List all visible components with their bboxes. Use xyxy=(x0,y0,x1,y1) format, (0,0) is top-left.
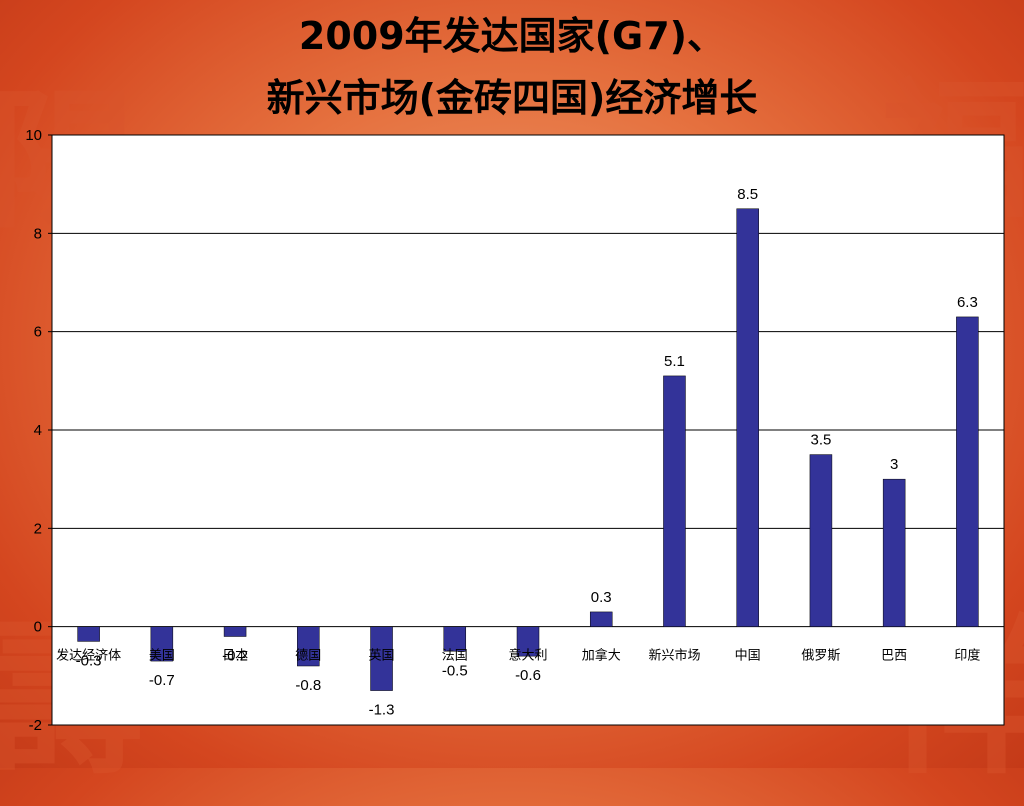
chart-title-line1: 2009年发达国家(G7)、 xyxy=(298,14,726,58)
bar-chart: -2 0 2 4 6 8 10 发达经济体 美国 日本 德国 英国 法国 意大利 加拿大 新兴市场 中国 俄罗斯… xyxy=(25,127,1005,734)
category-label: 新兴市场 xyxy=(648,648,700,664)
category-label: 法国 xyxy=(442,649,468,664)
category-label: 英国 xyxy=(369,649,395,664)
bar xyxy=(663,375,686,627)
data-labels: -0.3 -0.7 -0.2 -0.8 -1.3 -0.5 -0.6 0.3 5.1 8.5 3.5… xyxy=(76,186,978,719)
y-tick-label: 8 xyxy=(34,225,42,242)
category-label: 日本 xyxy=(222,649,248,664)
bar xyxy=(736,208,759,627)
y-tick-label: 6 xyxy=(34,324,42,341)
bar xyxy=(516,626,540,657)
category-label: 发达经济体 xyxy=(56,648,121,664)
category-label: 中国 xyxy=(735,649,761,664)
bar xyxy=(443,626,467,652)
bar xyxy=(589,611,613,627)
category-label: 德国 xyxy=(295,649,321,664)
data-label: 0.3 xyxy=(591,589,612,606)
bar xyxy=(150,626,174,662)
data-label: 5.1 xyxy=(664,353,685,370)
bars xyxy=(77,208,979,691)
bar xyxy=(297,626,320,667)
bar xyxy=(77,626,100,642)
y-tick-label: 4 xyxy=(34,422,42,439)
data-label: 8.5 xyxy=(737,186,758,203)
data-label: 3.5 xyxy=(810,432,831,449)
chart-title-line2: 新兴市场(金砖四国)经济增长 xyxy=(266,76,758,120)
category-label: 意大利 xyxy=(508,648,547,664)
y-axis-ticks: -2 0 2 4 6 8 10 xyxy=(25,127,52,734)
data-label: -0.2 xyxy=(222,648,248,665)
data-label: -1.3 xyxy=(369,702,395,719)
data-label: -0.7 xyxy=(149,672,175,689)
bar xyxy=(882,478,906,627)
bar xyxy=(956,316,979,627)
y-tick-label: -2 xyxy=(29,717,42,734)
y-tick-label: 10 xyxy=(25,127,42,144)
y-tick-label: 2 xyxy=(34,520,42,537)
category-label: 美国 xyxy=(149,649,175,664)
data-label: -0.3 xyxy=(76,652,102,669)
bar xyxy=(223,626,247,637)
category-labels: 发达经济体 美国 日本 德国 英国 法国 意大利 加拿大 新兴市场 中国 俄罗斯 巴西 印度 xyxy=(56,648,980,664)
category-label: 印度 xyxy=(954,648,980,664)
data-label: 3 xyxy=(890,456,898,473)
category-label: 俄罗斯 xyxy=(801,649,840,664)
bar xyxy=(370,626,393,691)
data-label: -0.8 xyxy=(295,677,321,694)
category-label: 巴西 xyxy=(881,649,907,664)
data-label: 6.3 xyxy=(957,294,978,311)
bar xyxy=(809,454,833,627)
category-label: 加拿大 xyxy=(582,648,621,664)
data-label: -0.5 xyxy=(442,662,468,679)
data-label: -0.6 xyxy=(515,667,541,684)
y-tick-label: 0 xyxy=(34,619,42,636)
